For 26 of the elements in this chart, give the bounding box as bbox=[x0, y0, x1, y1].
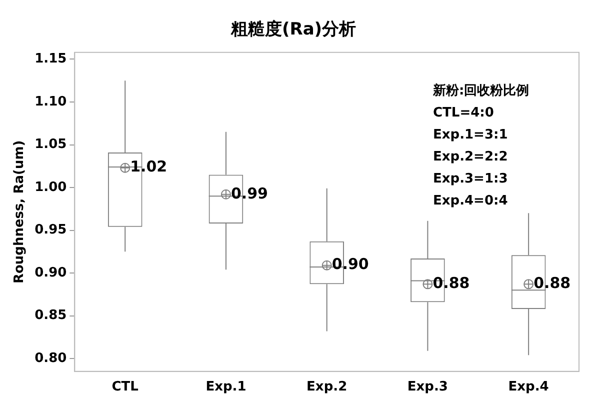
text: 1.02 bbox=[130, 158, 168, 176]
x-tick-label: CTL bbox=[112, 380, 138, 395]
annotation: Exp.1=3:1 bbox=[433, 127, 508, 142]
annotation: Exp.2=2:2 bbox=[433, 149, 508, 164]
annotation: CTL=4:0 bbox=[433, 105, 494, 120]
annotation: Exp.3=1:3 bbox=[433, 171, 508, 186]
y-tick-label: 1.05 bbox=[34, 137, 67, 152]
y-tick-label: 0.90 bbox=[34, 265, 67, 280]
text: 0.88 bbox=[432, 274, 470, 292]
y-tick-label: 1.15 bbox=[34, 52, 67, 67]
x-tick-label: Exp.1 bbox=[206, 380, 246, 395]
y-tick-label: 1.10 bbox=[34, 94, 67, 110]
annotation: 新粉:回收粉比例 bbox=[432, 82, 530, 98]
y-tick-label: 0.95 bbox=[34, 222, 67, 238]
y-tick-label: 0.85 bbox=[34, 308, 67, 324]
y-tick-label: 0.80 bbox=[34, 350, 67, 366]
text: 0.90 bbox=[332, 255, 369, 274]
y-axis-title: Roughness, Ra(um) bbox=[12, 140, 28, 284]
annotation: Exp.4=0:4 bbox=[433, 193, 508, 208]
x-tick-label: Exp.3 bbox=[407, 380, 448, 395]
x-tick-label: Exp.2 bbox=[306, 380, 348, 395]
text: 0.88 bbox=[534, 274, 571, 292]
x-tick-label: Exp.4 bbox=[508, 380, 549, 395]
chart-title: 粗糙度(Ra)分析 bbox=[230, 20, 356, 40]
y-tick-label: 1.00 bbox=[34, 180, 67, 195]
text: 0.99 bbox=[230, 184, 268, 202]
